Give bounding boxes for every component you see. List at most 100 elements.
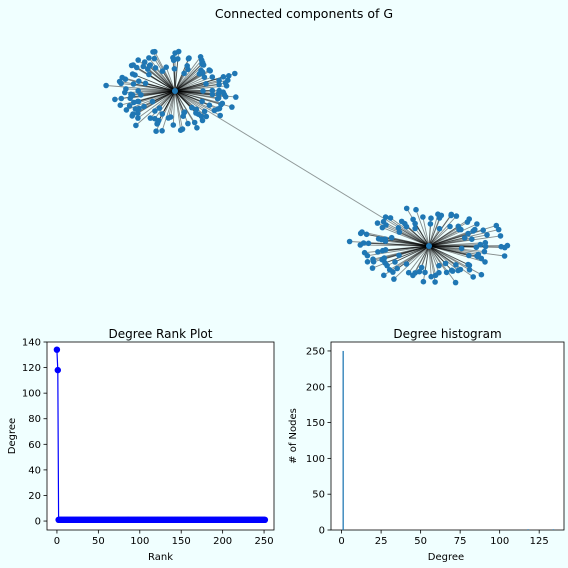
hub-a-leaf-node xyxy=(171,66,178,72)
hub-b-edge xyxy=(396,245,430,269)
network-nodes xyxy=(103,48,511,286)
hub-a-edge xyxy=(174,90,213,92)
hub-a-leaf-node xyxy=(146,63,153,69)
hub-b-leaf-node xyxy=(420,214,426,220)
hub-b-edge xyxy=(422,216,430,247)
hub-b-leaf-node xyxy=(412,225,418,232)
hub-a-leaf-node xyxy=(122,89,128,96)
hist-ticks: 0 25 50 75 100 125 0 50 100 150 200 250 xyxy=(306,346,549,547)
hub-a-leaf-node xyxy=(233,94,239,100)
rank-xtick-label: 50 xyxy=(92,536,105,547)
hub-a-leaf-node xyxy=(135,57,141,63)
rank-ylabel: Degree xyxy=(7,418,18,454)
hub-a-leaf-node xyxy=(184,63,190,69)
hub-a-leaf-node xyxy=(209,87,216,94)
hub-b-edge xyxy=(385,240,430,247)
hist-ytick-label: 150 xyxy=(306,418,325,429)
hub-b-edge xyxy=(428,245,470,266)
hub-a-edge xyxy=(130,90,176,99)
hub-a-edge xyxy=(174,90,205,112)
hub-a-edge xyxy=(174,65,188,92)
hub-b-edge xyxy=(360,244,430,247)
hub-a-leaf-node xyxy=(146,71,152,78)
hist-bar xyxy=(342,350,344,530)
rank-ytick-label: 120 xyxy=(22,363,41,374)
hub-b-leaf-node xyxy=(381,272,387,279)
hub-a-edge xyxy=(174,62,204,92)
hub-b-leaf-node xyxy=(504,242,511,249)
hub-b-edge xyxy=(385,216,430,247)
hub-b-edge xyxy=(428,229,460,247)
hub-a-leaf-node xyxy=(133,122,139,129)
hub-a-leaf-node xyxy=(152,48,158,55)
hub-b-edge xyxy=(428,245,456,283)
hub-a-edge xyxy=(138,90,176,102)
hub-a-leaf-node xyxy=(226,73,232,79)
hub-a-edge xyxy=(174,90,185,113)
hub-b-leaf-node xyxy=(480,227,487,233)
hub-b-edge xyxy=(428,245,453,271)
hub-a-leaf-node xyxy=(117,102,124,108)
hub-b-edge xyxy=(428,245,459,271)
hub-b-edge xyxy=(428,229,462,247)
hub-b-edge xyxy=(428,245,447,273)
hub-b-edge xyxy=(391,237,430,247)
hub-b-leaf-node xyxy=(346,238,353,245)
hub-a-edge xyxy=(174,83,207,92)
hub-a-edge xyxy=(174,84,220,92)
hub-a-leaf-node xyxy=(129,71,136,77)
hub-b-edge xyxy=(361,231,430,247)
hub-b-edge xyxy=(393,245,430,280)
hub-a-leaf-node xyxy=(156,105,163,111)
hub-b-leaf-node xyxy=(473,244,480,251)
hub-b-leaf-node xyxy=(493,222,500,229)
hub-a-leaf-node xyxy=(163,64,169,70)
hub-b-edge xyxy=(428,245,482,276)
hub-b-leaf-node xyxy=(416,268,423,275)
hub-b-edge xyxy=(363,242,430,247)
hub-b-edge xyxy=(428,245,453,272)
hub-b-edge xyxy=(428,245,485,253)
hub-b-leaf-node xyxy=(427,221,434,227)
hub-a-leaf-node xyxy=(142,80,149,87)
hub-a-edge xyxy=(174,90,203,102)
hub-b-edge xyxy=(422,245,430,282)
hub-a-edge xyxy=(174,90,189,124)
rank-data xyxy=(53,346,269,523)
hub-a-leaf-node xyxy=(153,128,159,134)
hub-link-edge xyxy=(174,90,430,247)
hub-a-edge xyxy=(122,77,176,92)
hub-b-leaf-node xyxy=(482,259,488,265)
hub-a-leaf-node xyxy=(118,95,125,102)
network-panel: Connected components of G xyxy=(103,6,511,286)
hub-a-leaf-node xyxy=(141,103,147,110)
hub-a-leaf-node xyxy=(201,108,208,115)
hub-a-leaf-node xyxy=(165,115,172,121)
hub-a-edge xyxy=(133,83,176,92)
hub-a-edge xyxy=(174,90,196,123)
hub-a-edge xyxy=(137,90,176,114)
hub-b-edge xyxy=(382,245,430,252)
hub-a-edge xyxy=(174,56,201,92)
hub-b-edge xyxy=(385,245,430,251)
hub-b-leaf-node xyxy=(363,231,370,238)
hub-b-leaf-node xyxy=(475,253,481,260)
hub-a-edge xyxy=(154,58,176,92)
hub-a-edge xyxy=(174,90,223,104)
hub-a-leaf-node xyxy=(146,55,152,61)
hub-b-edge xyxy=(428,244,481,247)
hist-axes-frame xyxy=(330,341,565,531)
hub-a-edge xyxy=(174,80,220,92)
hub-b-leaf-node xyxy=(458,245,465,252)
hub-a-leaf-node xyxy=(135,110,141,117)
hub-a-leaf-node xyxy=(203,113,210,120)
hub-b-hub-node xyxy=(426,243,432,249)
hist-xtick-label: 100 xyxy=(490,536,509,547)
hub-b-edge xyxy=(384,245,430,264)
hub-b-edge xyxy=(389,245,430,271)
hub-a-leaf-node xyxy=(199,98,205,105)
hub-b-leaf-node xyxy=(387,215,394,221)
hub-a-leaf-node xyxy=(198,57,205,63)
hub-b-edge xyxy=(384,245,430,259)
hub-b-leaf-node xyxy=(465,230,471,237)
